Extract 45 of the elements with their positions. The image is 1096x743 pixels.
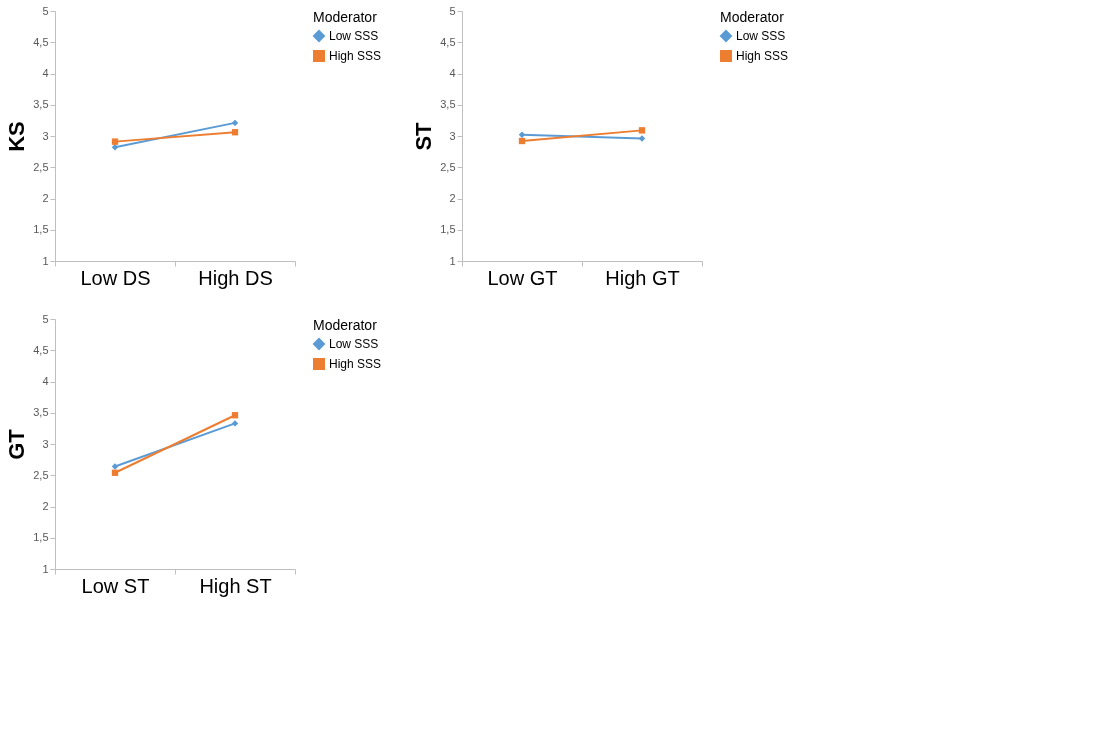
x-tick-label: High DS: [198, 266, 273, 289]
y-tick-label: 4,5: [440, 35, 456, 48]
x-tick-label: Low ST: [81, 574, 150, 597]
y-tick-label: 3,5: [33, 98, 49, 111]
y-tick-label: 5: [449, 4, 456, 17]
y-axis-title: GT: [4, 428, 30, 460]
y-tick-label: 4: [449, 67, 456, 79]
legend-title: Moderator: [313, 317, 378, 333]
y-tick-label: 3,5: [440, 98, 456, 111]
y-tick-label: 2,5: [33, 160, 49, 173]
y-tick-label: 4: [42, 375, 49, 387]
y-tick-label: 2: [42, 192, 49, 204]
x-tick-label: High ST: [199, 574, 272, 597]
y-tick-label: 2,5: [33, 468, 49, 481]
legend-title: Moderator: [313, 9, 378, 25]
y-tick-label: 2,5: [440, 160, 456, 173]
y-tick-label: 3,5: [33, 406, 49, 419]
legend-title: Moderator: [720, 9, 785, 25]
legend-label: High SSS: [736, 49, 789, 63]
legend-label: Low SSS: [329, 29, 379, 43]
y-tick-label: 2: [42, 500, 49, 512]
y-tick-label: 3: [42, 437, 49, 450]
y-tick-label: 4,5: [33, 343, 49, 356]
legend-label: High SSS: [329, 357, 382, 371]
y-axis-title: ST: [411, 121, 437, 151]
y-tick-label: 1: [42, 562, 49, 575]
y-tick-label: 2: [449, 192, 456, 204]
y-tick-label: 5: [42, 4, 49, 17]
legend-label: High SSS: [329, 49, 382, 63]
y-tick-label: 5: [42, 312, 49, 325]
x-tick-label: High GT: [605, 266, 680, 289]
y-tick-label: 1,5: [33, 223, 49, 236]
y-tick-label: 4: [42, 67, 49, 79]
y-tick-label: 3: [42, 129, 49, 142]
legend-label: Low SSS: [736, 29, 786, 43]
y-tick-label: 1: [449, 254, 456, 267]
y-tick-label: 1: [42, 254, 49, 267]
y-tick-label: 3: [449, 129, 456, 142]
y-axis-title: KS: [4, 121, 30, 152]
y-tick-label: 1,5: [33, 531, 49, 544]
x-tick-label: Low DS: [80, 266, 151, 289]
y-tick-label: 1,5: [440, 223, 456, 236]
legend-label: Low SSS: [329, 337, 379, 351]
x-tick-label: Low GT: [487, 266, 558, 289]
y-tick-label: 4,5: [33, 35, 49, 48]
